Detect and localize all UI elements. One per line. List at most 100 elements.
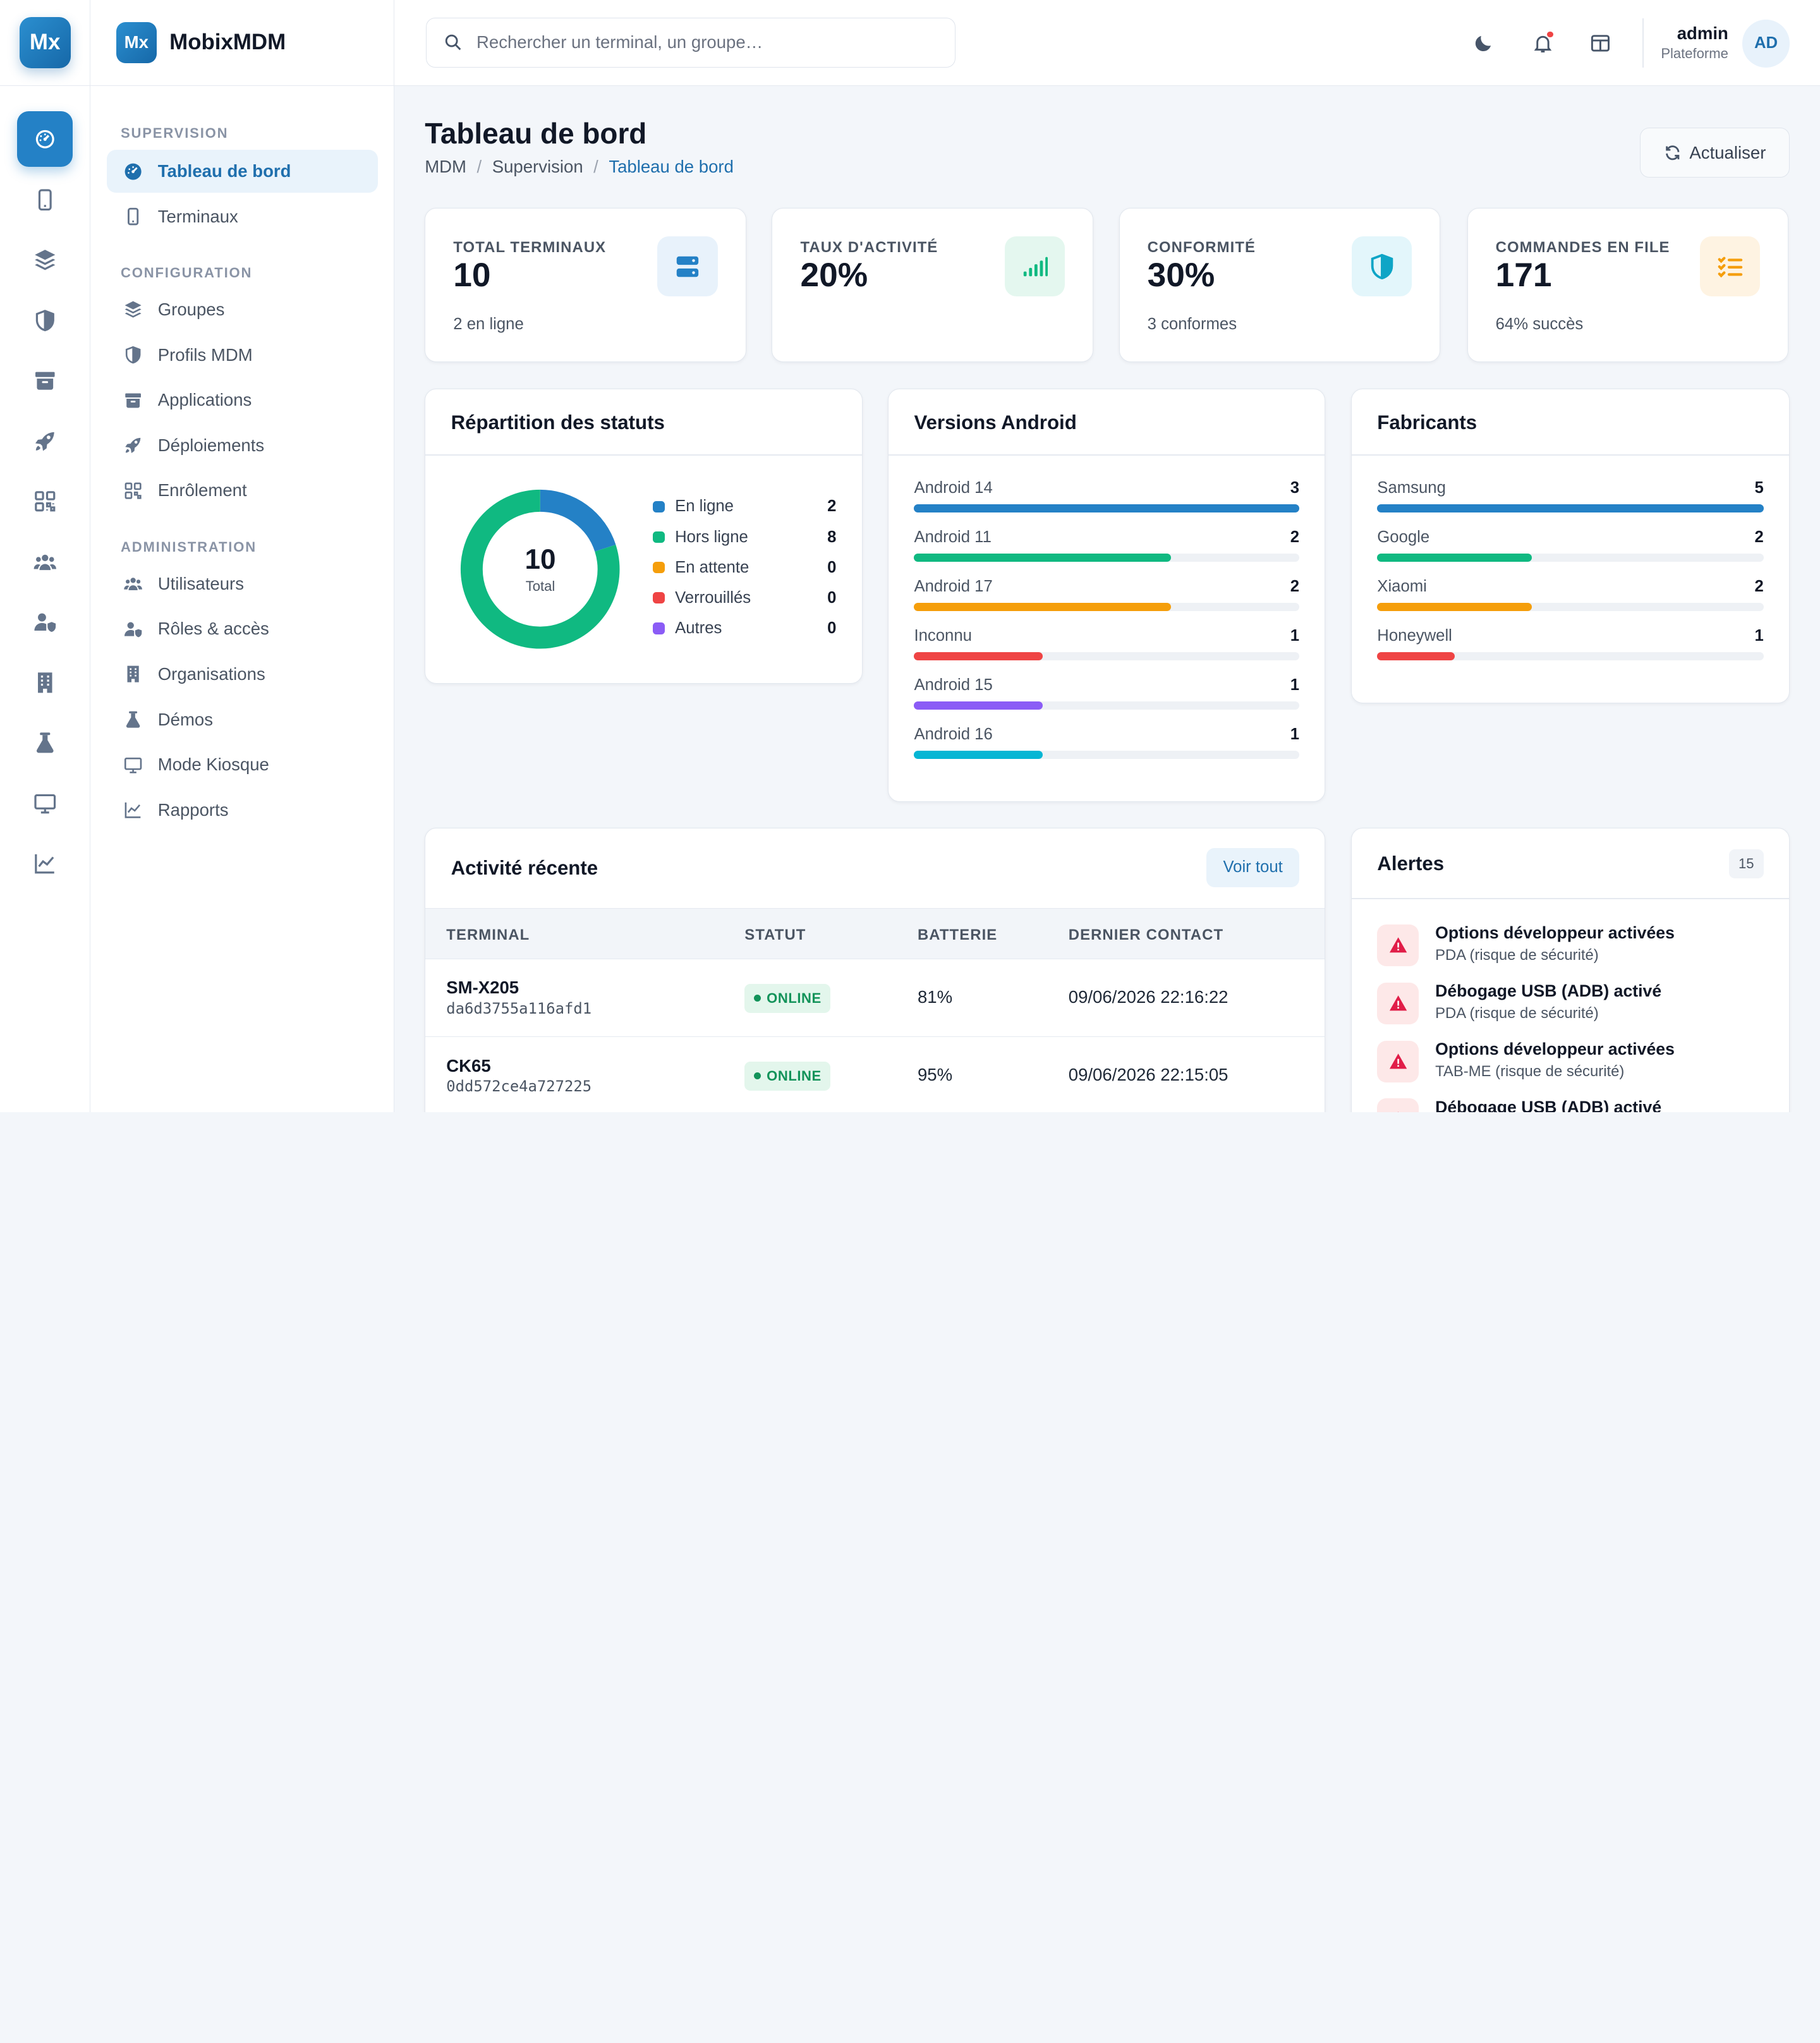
sidebar-item-deploiements[interactable]: Déploiements: [107, 424, 378, 467]
breadcrumb-item-supervision[interactable]: Supervision: [492, 156, 583, 176]
sidebar-item-profils[interactable]: Profils MDM: [107, 334, 378, 377]
breadcrumb-item-mdm[interactable]: MDM: [425, 156, 467, 176]
stat-sub: 3 conformes: [1147, 315, 1237, 333]
android-version-track: [914, 554, 1300, 562]
monitor-icon: [124, 757, 142, 773]
rail-chart-icon[interactable]: [17, 835, 73, 891]
android-bar-list: Android 14 3 Android 11 2 Android 17 2 Inconnu…: [914, 479, 1300, 775]
alert-title: Débogage USB (ADB) activé: [1435, 981, 1662, 1000]
legend-dot: [653, 531, 665, 543]
stat-sub: 2 en ligne: [453, 315, 524, 333]
warning-icon: [1377, 1098, 1419, 1112]
android-version-bar: [914, 504, 1300, 512]
android-version-label: Inconnu: [914, 626, 972, 645]
alert-subtitle: PDA (risque de sécurité): [1435, 1004, 1599, 1022]
refresh-button[interactable]: Actualiser: [1640, 128, 1790, 178]
donut-chart: [461, 490, 620, 649]
android-version-bar: [914, 652, 1043, 661]
sidebar-item-utilisateurs[interactable]: Utilisateurs: [107, 562, 378, 605]
sidebar-item-demos[interactable]: Démos: [107, 698, 378, 741]
rail-device-icon[interactable]: [17, 172, 73, 227]
stat-card-activity: TAUX D'ACTIVITÉ 20%: [772, 207, 1094, 363]
brand-name: MobixMDM: [169, 30, 286, 55]
bell-icon[interactable]: [1529, 29, 1556, 57]
card-divider: [1351, 897, 1790, 899]
rail-building-icon[interactable]: [17, 655, 73, 710]
column-header[interactable]: DERNIER CONTACT: [1068, 926, 1224, 943]
alert-item[interactable]: Débogage USB (ADB) activé PDA (risque de…: [1377, 981, 1771, 1037]
layout-icon[interactable]: [1587, 29, 1615, 57]
view-all-button[interactable]: Voir tout: [1206, 847, 1300, 888]
sidebar-item-kiosque[interactable]: Mode Kiosque: [107, 743, 378, 786]
alert-item[interactable]: Options développeur activées TAB-ME (ris…: [1377, 1040, 1771, 1095]
legend-dot: [653, 622, 665, 634]
android-version-value: 2: [1290, 577, 1300, 595]
stat-label: CONFORMITÉ: [1147, 238, 1256, 256]
list-check-icon: [1699, 236, 1761, 297]
rail-shield-icon[interactable]: [17, 293, 73, 348]
search-box[interactable]: [426, 17, 956, 68]
sidebar-item-label: Applications: [157, 390, 252, 410]
alert-item[interactable]: Options développeur activées PDA (risque…: [1377, 923, 1771, 979]
terminal-id: 0dd572ce4a727225: [446, 1077, 592, 1096]
alerts-card: Alertes 15 Options développeur activées …: [1350, 827, 1790, 1112]
android-version-value: 1: [1290, 676, 1300, 694]
building-icon: [127, 665, 139, 682]
rail-monitor-icon[interactable]: [17, 775, 73, 831]
sidebar-item-groupes[interactable]: Groupes: [107, 288, 378, 331]
table-row[interactable]: SM-X205 da6d3755a116afd1 ONLINE 81% 09/0…: [425, 959, 1325, 1038]
avatar[interactable]: AD: [1742, 20, 1790, 68]
manufacturer-row: Honeywell 1: [1377, 627, 1764, 676]
brand[interactable]: Mx MobixMDM: [90, 0, 394, 86]
android-version-row: Inconnu 1: [914, 627, 1300, 676]
column-header[interactable]: TERMINAL: [446, 926, 530, 943]
android-version-row-header: Android 16 1: [914, 725, 1299, 744]
rail-archive-icon[interactable]: [17, 353, 73, 408]
donut-total: 10: [525, 544, 556, 576]
legend-label: Hors ligne: [675, 528, 748, 546]
column-header[interactable]: STATUT: [744, 926, 806, 943]
rail-logo-area: Mx: [0, 0, 90, 86]
terminal-name: CK65: [446, 1055, 491, 1076]
table-row[interactable]: CK65 0dd572ce4a727225 ONLINE 95% 09/06/2…: [425, 1037, 1325, 1112]
android-version-row-header: Inconnu 1: [914, 627, 1299, 645]
alert-item[interactable]: Débogage USB (ADB) activé: [1377, 1098, 1771, 1112]
user-info[interactable]: admin Plateforme: [1661, 23, 1728, 63]
sidebar-item-terminaux[interactable]: Terminaux: [107, 195, 378, 238]
breadcrumb-separator: /: [593, 156, 598, 176]
rail-flask-icon[interactable]: [17, 715, 73, 770]
manufacturer-row-header: Samsung 5: [1377, 479, 1763, 497]
rail-rocket-icon[interactable]: [17, 413, 73, 469]
nav-section-administration: ADMINISTRATION: [120, 538, 257, 555]
rail-qrcode-icon[interactable]: [17, 473, 73, 529]
sidebar-item-roles[interactable]: Rôles & accès: [107, 607, 378, 650]
android-version-track: [914, 652, 1300, 661]
breadcrumb: MDM / Supervision / Tableau de bord: [425, 157, 734, 177]
search-input[interactable]: [476, 32, 941, 53]
rail-users-icon[interactable]: [17, 534, 73, 590]
stat-value: 171: [1495, 257, 1552, 294]
sidebar-item-applications[interactable]: Applications: [107, 379, 378, 421]
qrcode-icon: [124, 482, 142, 499]
legend-item: Verrouillés 0: [653, 583, 836, 613]
android-version-label: Android 17: [914, 577, 993, 595]
sidebar-item-enrolement[interactable]: Enrôlement: [107, 470, 378, 512]
rail-user-shield-icon[interactable]: [17, 594, 73, 650]
manufacturer-track: [1377, 504, 1764, 512]
topbar-divider: [1642, 18, 1644, 68]
rail-dashboard-icon[interactable]: [17, 111, 73, 167]
moon-icon[interactable]: [1469, 29, 1497, 57]
search-icon: [445, 35, 461, 51]
shield-icon: [125, 346, 140, 364]
android-version-row-header: Android 11 2: [914, 528, 1299, 547]
column-header[interactable]: BATTERIE: [917, 926, 998, 943]
sidebar-item-dashboard[interactable]: Tableau de bord: [106, 150, 378, 193]
rail-layers-icon[interactable]: [17, 232, 73, 288]
sidebar-item-rapports[interactable]: Rapports: [107, 789, 378, 832]
app-logo[interactable]: Mx: [19, 17, 71, 68]
sidebar-item-label: Groupes: [157, 299, 225, 319]
sidebar-item-organisations[interactable]: Organisations: [107, 653, 378, 696]
nav-section-configuration: CONFIGURATION: [120, 265, 253, 281]
android-version-value: 1: [1290, 725, 1300, 743]
donut-center: 10 Total: [460, 489, 620, 649]
